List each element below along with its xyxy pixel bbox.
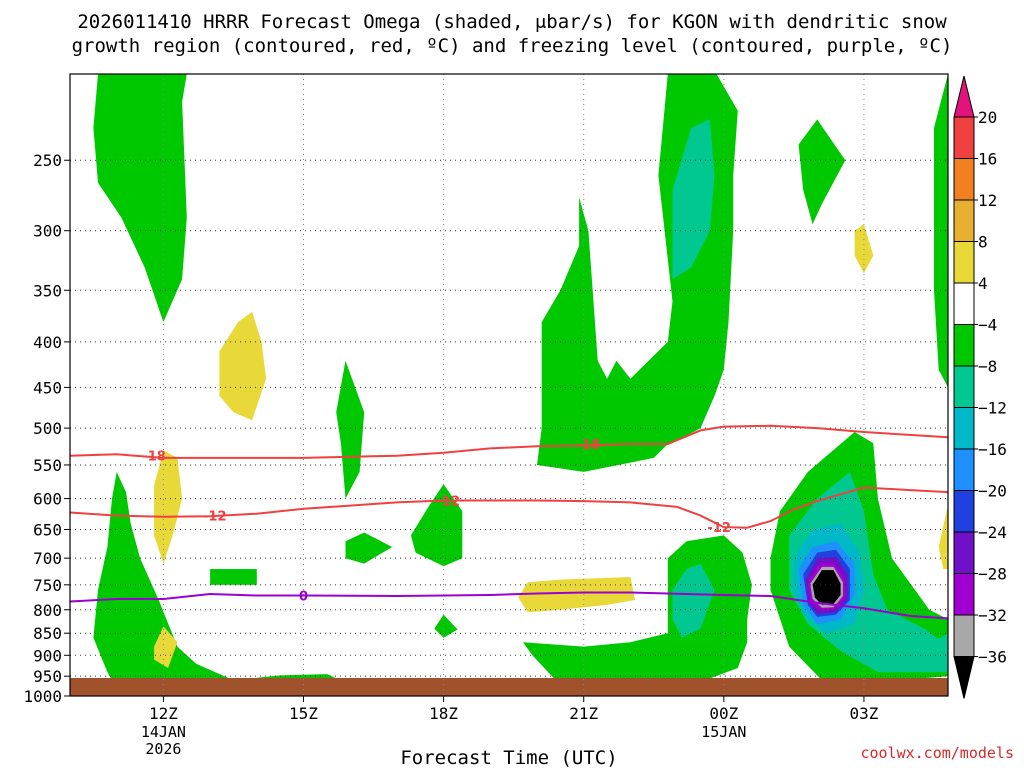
contour-labels: -18 -18 -12 -12 -12 0 — [142, 438, 731, 604]
title-line-2: growth region (contoured, red, ºC) and f… — [72, 35, 953, 57]
colorbar-label--20: −20 — [978, 482, 1007, 501]
y-tick-label-600: 600 — [33, 490, 62, 509]
colorbar-label-4: 4 — [978, 274, 988, 293]
y-tick-label-400: 400 — [33, 333, 62, 352]
colorbar-label--24: −24 — [978, 523, 1007, 542]
shade-yellow-right-edge — [938, 505, 948, 569]
y-tick-label-350: 350 — [33, 281, 62, 300]
title-line-1: 2026011410 HRRR Forecast Omega (shaded, … — [77, 11, 947, 33]
shade-yellow-2030z — [518, 577, 636, 613]
omega-shading — [93, 74, 948, 693]
colorbar-segment-3 — [953, 241, 975, 284]
y-tick-label-650: 650 — [33, 521, 62, 540]
contour-dgz-minus-12 — [70, 486, 948, 529]
contour-dgz-minus-18 — [70, 424, 948, 459]
contour-lines — [70, 424, 948, 620]
contour-freezing-level — [70, 591, 948, 620]
ground-layer — [70, 678, 948, 696]
colorbar-label--4: −4 — [978, 316, 997, 335]
x-tick-date-12Z: 14JAN — [141, 723, 186, 741]
shade-green-1730z — [410, 484, 463, 567]
contour-label-0: -18 — [142, 450, 166, 465]
colorbar-label--8: −8 — [978, 357, 997, 376]
y-tick-label-1000: 1000 — [23, 687, 62, 706]
colorbar-segment-0 — [953, 116, 975, 159]
x-tick-date-00Z: 15JAN — [701, 723, 746, 741]
colorbar-label-20: 20 — [978, 108, 997, 127]
x-tick-label-21Z: 21Z — [569, 704, 598, 723]
colorbar-segment-6 — [953, 365, 975, 408]
colorbar-segment-12 — [953, 614, 975, 657]
credit-link[interactable]: coolwx.com/models — [860, 744, 1014, 762]
shade-green-small-1630 — [345, 532, 393, 564]
grid-lines — [70, 74, 948, 696]
y-tick-label-900: 900 — [33, 646, 62, 665]
colorbar-label--28: −28 — [978, 565, 1007, 584]
x-tick-label-15Z: 15Z — [289, 704, 318, 723]
colorbar-segment-7 — [953, 407, 975, 450]
shade-teal-lower-23z — [672, 563, 715, 638]
shade-green-lower-23z — [523, 535, 752, 687]
colorbar-label--36: −36 — [978, 648, 1007, 667]
shade-teal-cell-2330z — [672, 119, 715, 280]
terrain — [70, 678, 948, 696]
y-axis: 250 300 350 400 450 500 550 600 650 700 750 800 850 9… — [23, 151, 70, 706]
colorbar-segment-2 — [953, 199, 975, 242]
contour-label-2: -12 — [203, 510, 227, 525]
colorbar-segment-8 — [953, 448, 975, 491]
colorbar-label-12: 12 — [978, 191, 997, 210]
y-tick-label-750: 750 — [33, 576, 62, 595]
shade-yellow-12z-low — [154, 626, 178, 668]
shade-green-lower-12z — [93, 471, 351, 693]
x-axis-label: Forecast Time (UTC) — [400, 747, 617, 768]
x-tick-year-12Z: 2026 — [145, 740, 181, 758]
x-tick-label-12Z: 12Z — [149, 704, 178, 723]
contour-label-5: 0 — [299, 589, 308, 604]
colorbar-segment-11 — [953, 573, 975, 616]
y-tick-label-550: 550 — [33, 456, 62, 475]
colorbar-label-16: 16 — [978, 150, 997, 169]
colorbar-label--12: −12 — [978, 399, 1007, 418]
shade-green-dot-1750 — [434, 614, 458, 638]
y-tick-label-300: 300 — [33, 222, 62, 241]
contour-label-1: -18 — [577, 438, 601, 453]
colorbar-segment-10 — [953, 531, 975, 574]
colorbar-bottom-arrow — [953, 656, 975, 699]
x-tick-label-03Z: 03Z — [849, 704, 878, 723]
shade-black-core-02z — [812, 570, 841, 605]
x-tick-label-18Z: 18Z — [429, 704, 458, 723]
y-tick-label-700: 700 — [33, 549, 62, 568]
colorbar-label-8: 8 — [978, 233, 988, 252]
colorbar-segment-1 — [953, 158, 975, 201]
shade-green-tower-21z — [537, 74, 738, 472]
colorbar-segment-5 — [953, 324, 975, 367]
shade-yellow-12z-mid — [154, 450, 183, 564]
contour-label-3: -12 — [437, 495, 461, 510]
contour-label-4: -12 — [707, 521, 731, 536]
y-tick-label-450: 450 — [33, 378, 62, 397]
colorbar: 20 16 12 8 4 −4 −8 −12 −16 −20 −24 −28 −32 −36 — [953, 75, 1007, 699]
colorbar-top-arrow — [953, 75, 975, 118]
y-tick-label-950: 950 — [33, 667, 62, 686]
y-tick-label-250: 250 — [33, 151, 62, 170]
x-tick-label-00Z: 00Z — [709, 704, 738, 723]
colorbar-segment-9 — [953, 490, 975, 533]
title: 2026011410 HRRR Forecast Omega (shaded, … — [72, 11, 953, 57]
shade-green-box-1330z — [210, 569, 257, 585]
shade-green-mid-1530z — [336, 360, 365, 499]
shade-yellow-03z — [854, 224, 874, 274]
y-tick-label-800: 800 — [33, 601, 62, 620]
colorbar-label--16: −16 — [978, 440, 1007, 459]
shade-green-column-12z — [93, 74, 187, 323]
colorbar-segment-4 — [953, 282, 975, 325]
shade-yellow-1330z — [219, 311, 267, 421]
colorbar-label--32: −32 — [978, 606, 1007, 625]
y-tick-label-500: 500 — [33, 419, 62, 438]
shade-teal-edge-right — [924, 633, 948, 668]
plot-frame — [69, 73, 949, 697]
shade-green-top-02z — [798, 119, 846, 225]
y-tick-label-850: 850 — [33, 624, 62, 643]
